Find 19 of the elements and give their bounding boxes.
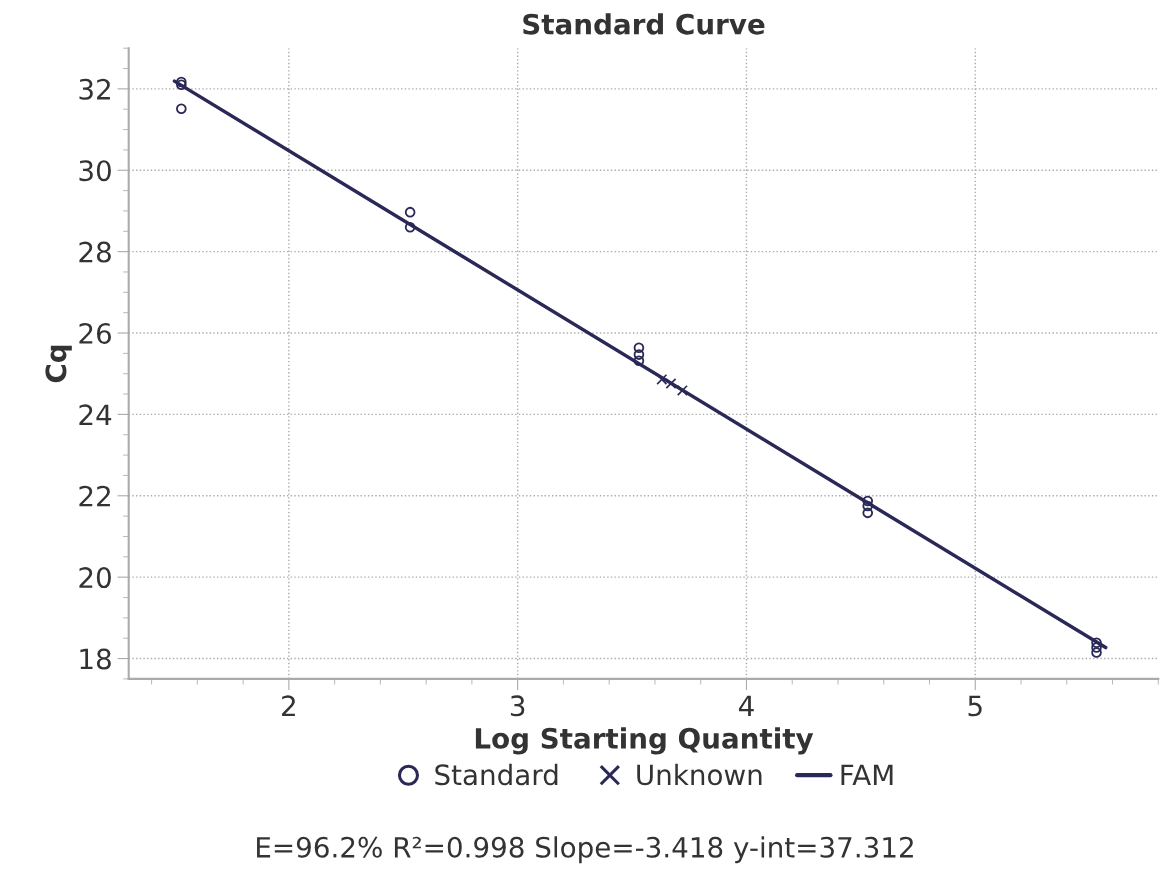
legend-label: Unknown	[637, 763, 762, 786]
x-tick-label: 4	[738, 695, 754, 716]
y-tick-label: 20	[79, 567, 111, 589]
legend-label: FAM	[841, 764, 893, 785]
y-tick-label: 28	[79, 241, 111, 263]
y-tick-label: 26	[79, 322, 111, 344]
y-tick-label: 18	[80, 648, 111, 670]
x-tick-label: 3	[510, 695, 525, 717]
y-tick-label: 24	[79, 404, 112, 425]
x-axis-title: Log Starting Quantity	[475, 727, 814, 755]
x-tick-label: 5	[968, 695, 982, 717]
text: E=96.2% R²=0.998 Slope=-3.418 y-int=37.312	[257, 836, 913, 864]
y-tick-label: 30	[79, 160, 111, 182]
y-tick-label: 22	[79, 485, 110, 507]
y-axis-title: Cq	[45, 345, 72, 383]
chart-title: Standard Curve	[523, 13, 765, 35]
y-tick-label: 32	[79, 78, 110, 100]
x-tick-label: 2	[282, 695, 295, 716]
legend-label: Standard	[435, 763, 558, 786]
